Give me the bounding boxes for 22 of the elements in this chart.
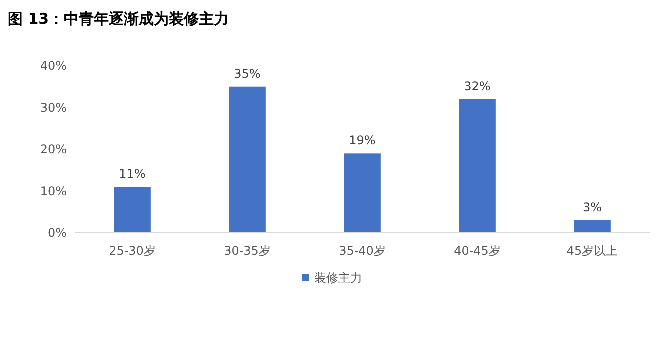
y-tick-label: 0% — [48, 226, 67, 240]
data-label: 19% — [349, 134, 376, 148]
bar — [459, 99, 496, 233]
x-tick-label: 25-30岁 — [109, 244, 156, 258]
data-label: 32% — [464, 79, 491, 94]
bar — [344, 154, 381, 233]
data-label: 35% — [234, 66, 261, 81]
x-tick-label: 30-35岁 — [224, 244, 271, 258]
bar — [114, 187, 151, 233]
legend-label: 装修主力 — [314, 271, 362, 285]
y-tick-label: 40% — [40, 59, 67, 73]
x-tick-label: 35-40岁 — [339, 244, 386, 258]
y-tick-label: 30% — [40, 100, 67, 115]
bar — [574, 220, 611, 233]
x-tick-label: 40-45岁 — [454, 244, 501, 258]
x-tick-label: 45岁以上 — [566, 244, 618, 258]
y-tick-label: 10% — [40, 184, 67, 198]
chart-title: 图 13：中青年逐渐成为装修主力 — [8, 10, 230, 28]
bar — [229, 86, 266, 233]
data-label: 3% — [582, 200, 602, 214]
y-tick-label: 20% — [40, 142, 67, 156]
data-label: 11% — [119, 167, 146, 182]
